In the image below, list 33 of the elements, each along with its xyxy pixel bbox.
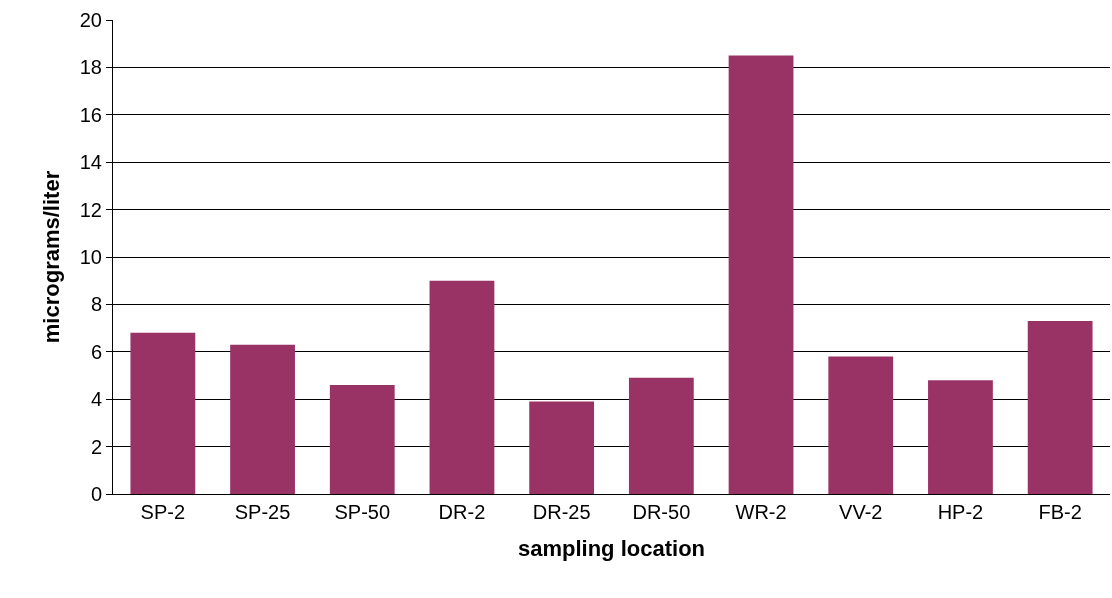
x-tick-label: SP-2 [140,501,186,523]
bar [828,356,894,494]
x-tick-label: VV-2 [839,501,883,523]
y-tick-label: 16 [79,103,102,126]
y-tick-label: 14 [79,151,102,174]
y-tick-label: 6 [90,340,102,363]
y-tick-label: 8 [90,293,102,316]
x-tick-label: DR-25 [532,501,591,523]
x-axis-title: sampling location [517,535,706,561]
bar [529,401,595,494]
y-tick-label: 10 [79,246,102,268]
y-tick-label: 2 [90,435,102,458]
bar [928,380,993,494]
x-tick-label: DR-2 [438,501,486,523]
y-axis-title: micrograms/liter [38,170,64,344]
bar [429,280,495,494]
bar [329,384,395,494]
y-tick-label: 12 [79,198,102,221]
x-tick-label: FB-2 [1038,501,1082,523]
bar [728,55,794,494]
x-tick-label: WR-2 [735,501,787,523]
bar [130,332,196,494]
x-tick-label: SP-50 [334,501,391,523]
y-tick-label: 18 [79,56,102,79]
x-tick-label: HP-2 [937,501,984,523]
x-tick-label: SP-25 [234,501,291,523]
bar [230,344,295,494]
y-tick-label: 4 [90,388,102,411]
x-tick-label: DR-50 [632,501,691,523]
bar [628,377,694,494]
y-tick-label: 20 [79,9,102,31]
y-tick-label: 0 [90,483,102,505]
bar [1027,320,1093,494]
